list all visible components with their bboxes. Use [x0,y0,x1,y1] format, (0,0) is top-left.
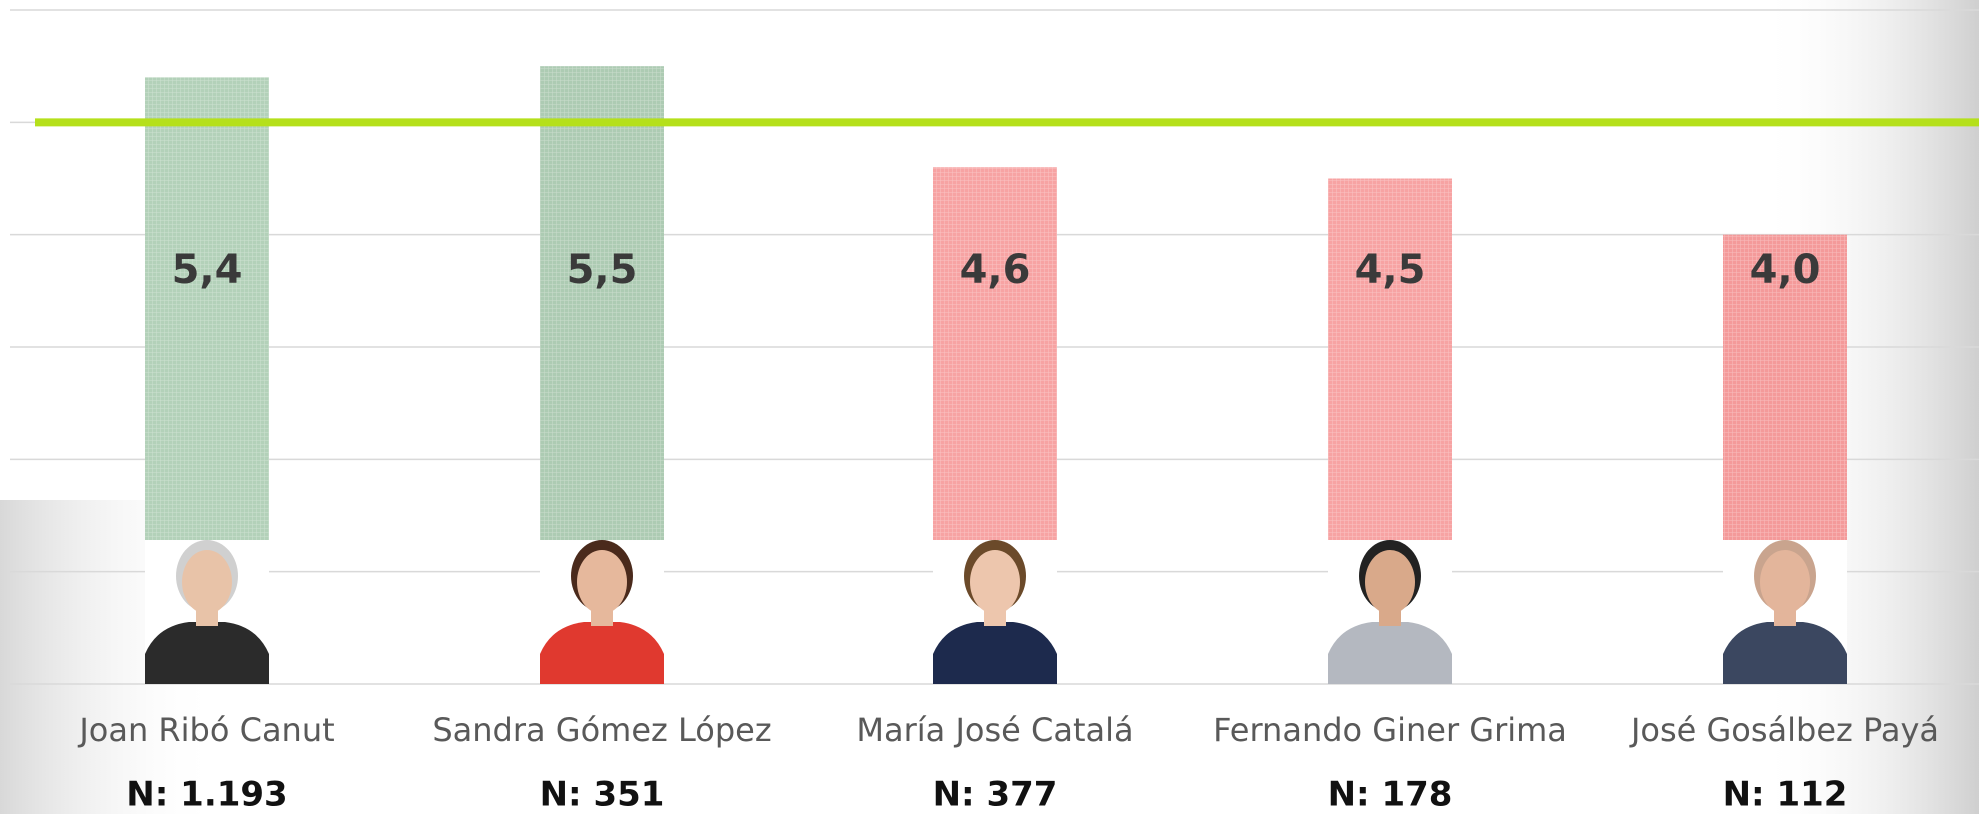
photo-face [1760,550,1810,614]
photo-body [933,622,1057,684]
category-label: Joan Ribó Canut [77,711,334,749]
category-label: María José Catalá [856,711,1133,749]
photo-face [1365,550,1415,614]
category-label: Fernando Giner Grima [1213,711,1567,749]
candidate-photo [540,540,664,684]
photo-body [1723,622,1847,684]
category-label: Sandra Gómez López [432,711,771,749]
value-label: 5,4 [172,247,243,293]
candidate-photo [1723,540,1847,684]
photo-face [970,550,1020,614]
sample-label: N: 178 [1328,775,1453,814]
photo-body [540,622,664,684]
candidate-photo [1328,540,1452,684]
candidate-photo [145,540,269,684]
category-label: José Gosálbez Payá [1629,711,1939,749]
sample-label: N: 112 [1723,775,1848,814]
sample-label: N: 351 [540,775,665,814]
candidate-photo [933,540,1057,684]
photo-body [1328,622,1452,684]
photo-face [577,550,627,614]
value-label: 4,0 [1750,247,1821,293]
sample-label: N: 1.193 [126,775,287,814]
chart: 5,4 Joan Ribó Canut N: 1.193 5,5 Sandra Góme… [0,0,1979,814]
photo-body [145,622,269,684]
value-label: 4,6 [960,247,1031,293]
value-label: 5,5 [567,247,638,293]
sample-label: N: 377 [933,775,1058,814]
photo-face [182,550,232,614]
value-label: 4,5 [1355,247,1426,293]
